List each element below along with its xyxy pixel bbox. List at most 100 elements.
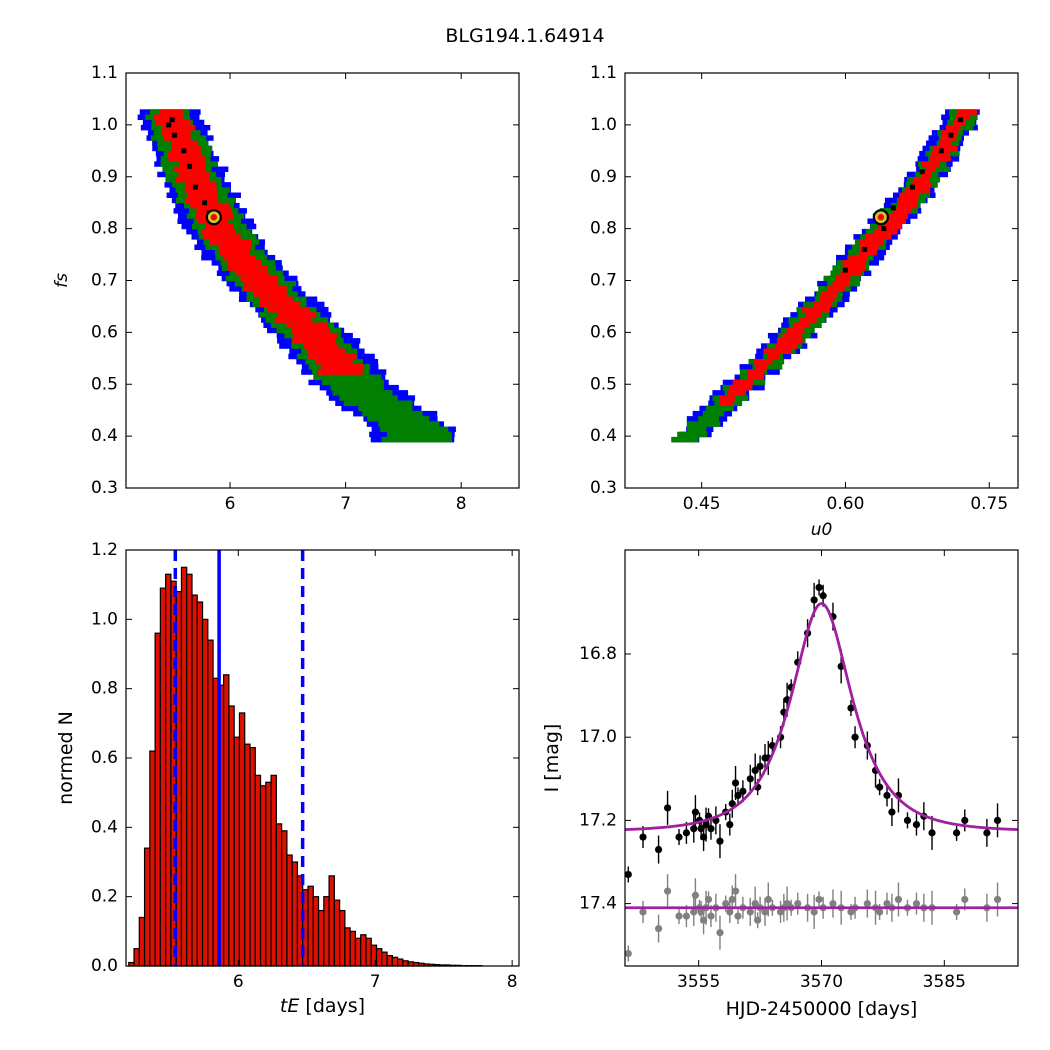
y-tick-label: 0.6 [590, 322, 617, 342]
residual-point [682, 912, 691, 920]
histogram-bar [333, 899, 341, 967]
posterior-cell-inner [768, 353, 780, 360]
histogram-bar [191, 594, 198, 967]
residual-point [829, 900, 837, 908]
posterior-cell-inner [727, 390, 745, 396]
data-point [876, 783, 884, 791]
histogram-bar [180, 566, 188, 967]
posterior-cell-inner [729, 384, 752, 391]
y-tick-label: 1.0 [590, 115, 617, 135]
posterior-cell-inner [819, 296, 835, 303]
posterior-cell-inner [763, 348, 792, 355]
histogram-bar [249, 746, 256, 967]
posterior-cell-inner [168, 150, 202, 157]
histogram-bar [186, 573, 193, 967]
histogram-bar [344, 927, 351, 967]
histogram-bar [143, 847, 151, 967]
histogram-bar [323, 896, 330, 967]
posterior-cell-inner [320, 364, 363, 370]
sample-point [862, 246, 868, 252]
histogram-bar [138, 916, 146, 967]
posterior-cell-inner [858, 249, 877, 256]
posterior-cell-inner [155, 119, 191, 126]
posterior-cell-middle [358, 405, 413, 412]
y-tick-label: 0.5 [91, 374, 118, 394]
histogram-bar [381, 951, 388, 967]
posterior-cell-inner [218, 244, 252, 251]
panel-lightcurve: 3555 3570 3585 16.8 17.0 17.2 17.4 I [mag] HJD-2… [541, 549, 1019, 1020]
y-tick-label: 0.4 [91, 426, 118, 446]
sample-point [919, 169, 925, 175]
histogram-bar [397, 958, 404, 967]
histogram-bar [307, 885, 314, 967]
y-tick-label: 0.8 [91, 679, 118, 699]
x-tick-label: 0.75 [970, 494, 1008, 514]
residual-point [764, 895, 772, 904]
histogram-bar [201, 618, 209, 967]
histogram-bar [375, 948, 383, 967]
x-axis-label-unit: [days] [299, 995, 365, 1017]
x-tick-label: 7 [370, 972, 381, 992]
data-point [663, 804, 672, 812]
data-point [756, 762, 764, 770]
model-curve [625, 602, 1018, 831]
y-tick-label: 0.6 [91, 322, 118, 342]
posterior-cell-inner [286, 322, 328, 329]
sample-point [166, 122, 172, 128]
posterior-cell-inner [905, 187, 931, 193]
data-point [883, 791, 891, 800]
sample-point [842, 267, 848, 273]
residual-point [876, 908, 884, 916]
x-tick-label: 6 [233, 972, 244, 992]
posterior-cell-middle [671, 436, 699, 443]
posterior-cell-inner [921, 161, 940, 167]
histogram-bar [149, 750, 156, 967]
histogram-bar [354, 937, 362, 967]
posterior-cell-inner [291, 327, 331, 334]
sample-point [910, 184, 916, 190]
residual-point [663, 887, 672, 895]
x-tick-label: 3555 [677, 972, 720, 992]
posterior-cell-inner [848, 254, 869, 261]
data-point [654, 845, 663, 854]
residual-point [690, 908, 698, 916]
posterior-cell-inner [874, 228, 898, 235]
posterior-cell-inner [932, 145, 958, 152]
posterior-cell-inner [209, 239, 252, 245]
posterior-cell-inner [864, 234, 892, 240]
posterior-cell-inner [293, 332, 337, 339]
data-point [912, 820, 921, 829]
posterior-cell-inner [244, 280, 278, 287]
residual-point [707, 912, 715, 920]
posterior-cell-inner [244, 286, 287, 292]
posterior-cell-middle [380, 426, 449, 433]
y-tick-label: 0.0 [91, 956, 118, 976]
axes-frame [624, 549, 1019, 967]
plot-area [625, 579, 1018, 962]
posterior-cells [671, 109, 980, 443]
residual-point [734, 912, 742, 920]
posterior-cell-inner [278, 312, 317, 318]
x-axis-label-symbol: tE [280, 995, 299, 1017]
histogram-bar [281, 830, 288, 967]
histogram-bar [360, 934, 367, 967]
y-axis-label: normed N [55, 711, 77, 805]
posterior-cell-inner [171, 140, 198, 147]
data-point [691, 808, 700, 816]
histogram-bar [402, 960, 409, 967]
sample-point [187, 163, 193, 169]
posterior-cell-inner [897, 202, 917, 209]
y-tick-label: 0.4 [91, 817, 118, 837]
residual-point [716, 929, 724, 937]
histogram-bar [339, 909, 346, 967]
residual-point [815, 895, 823, 904]
histogram-bar [159, 587, 167, 967]
histogram-bar [265, 781, 272, 967]
data-point [983, 829, 991, 837]
data-point [815, 583, 823, 592]
sample-point [181, 148, 187, 154]
posterior-cell-inner [187, 192, 218, 199]
y-tick-label: 0.6 [91, 748, 118, 768]
y-tick-label: 0.9 [590, 167, 617, 187]
posterior-cell-middle [686, 421, 721, 427]
